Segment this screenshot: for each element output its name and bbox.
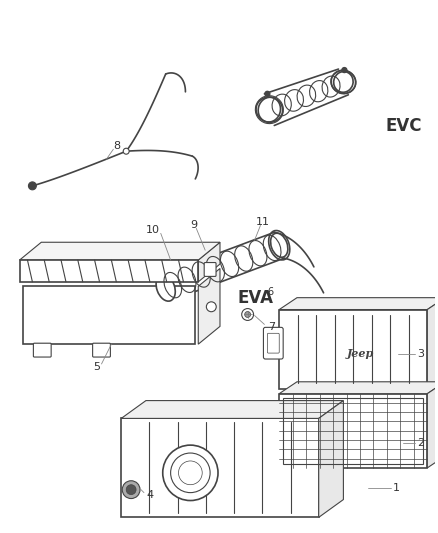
Text: 5: 5 (93, 362, 100, 372)
Polygon shape (198, 269, 220, 344)
Ellipse shape (271, 233, 288, 257)
Text: Jeep: Jeep (347, 348, 374, 359)
Text: 11: 11 (255, 217, 269, 228)
Circle shape (163, 445, 218, 500)
Circle shape (122, 481, 140, 498)
FancyBboxPatch shape (33, 343, 51, 357)
Ellipse shape (156, 274, 175, 301)
Polygon shape (319, 401, 343, 518)
Polygon shape (279, 382, 438, 394)
Circle shape (245, 311, 251, 318)
Ellipse shape (334, 71, 353, 92)
FancyBboxPatch shape (92, 343, 110, 357)
Circle shape (206, 302, 216, 312)
Text: EVC: EVC (386, 117, 422, 135)
Text: 7: 7 (268, 322, 275, 333)
Polygon shape (198, 243, 220, 282)
Polygon shape (279, 297, 438, 310)
Polygon shape (279, 310, 427, 389)
Text: 10: 10 (146, 225, 160, 236)
Text: 3: 3 (417, 349, 424, 359)
Text: 9: 9 (190, 221, 197, 230)
Polygon shape (20, 243, 220, 260)
Text: 2: 2 (417, 438, 424, 448)
Text: 8: 8 (113, 141, 120, 151)
Circle shape (242, 309, 254, 320)
Polygon shape (279, 394, 427, 468)
Polygon shape (121, 418, 319, 518)
Circle shape (126, 484, 136, 495)
Polygon shape (20, 260, 198, 282)
Circle shape (265, 91, 270, 96)
Text: 6: 6 (267, 287, 273, 297)
Text: 1: 1 (393, 483, 400, 492)
Circle shape (28, 182, 36, 190)
Polygon shape (427, 382, 438, 468)
Ellipse shape (258, 97, 280, 122)
Circle shape (342, 68, 347, 72)
Text: 4: 4 (146, 490, 153, 499)
Circle shape (123, 148, 129, 154)
Text: EVA: EVA (238, 289, 274, 306)
Polygon shape (121, 401, 343, 418)
FancyBboxPatch shape (263, 327, 283, 359)
Polygon shape (427, 297, 438, 389)
Polygon shape (22, 286, 195, 344)
FancyBboxPatch shape (204, 263, 216, 277)
